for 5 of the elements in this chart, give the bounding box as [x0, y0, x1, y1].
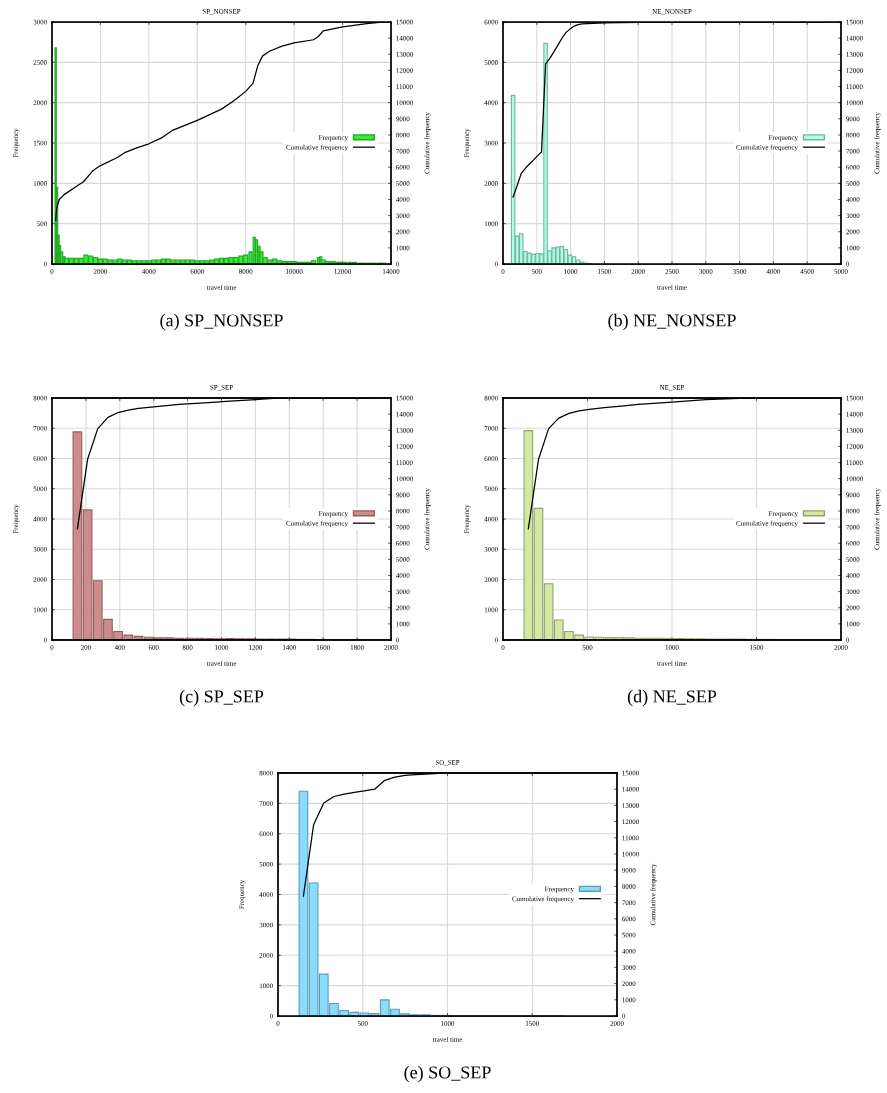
text: (d) NE_SEP: [627, 689, 717, 707]
text: (e) SO_SEP: [404, 1065, 491, 1083]
text: (b) NE_NONSEP: [608, 313, 736, 331]
text: (c) SP_SEP: [179, 689, 264, 707]
text: (a) SP_NONSEP: [160, 313, 283, 331]
